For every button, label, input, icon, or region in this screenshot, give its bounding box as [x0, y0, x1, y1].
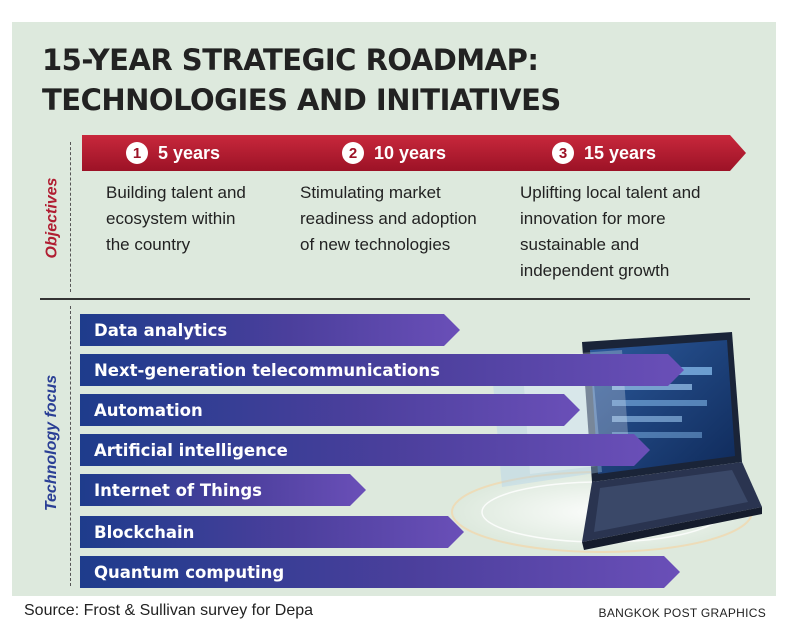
technology-divider — [70, 306, 71, 586]
tech-label: Data analytics — [94, 320, 228, 340]
title-line-1: 15-YEAR STRATEGIC ROADMAP: — [42, 43, 539, 77]
objective-1-period: 5 years — [158, 142, 221, 163]
objectives-divider — [70, 142, 71, 292]
tech-label: Automation — [94, 400, 203, 420]
tech-bar-quantum-computing: Quantum computing — [80, 556, 680, 588]
tech-bar-automation: Automation — [80, 394, 580, 426]
page-title: 15-YEAR STRATEGIC ROADMAP: TECHNOLOGIES … — [42, 40, 561, 120]
technology-label-text: Technology focus — [43, 374, 60, 512]
objective-1-line: Building talent and — [106, 183, 246, 202]
technology-section-label: Technology focus — [40, 318, 64, 568]
objective-1-line: ecosystem within — [106, 209, 236, 228]
objective-1-description: Building talent and ecosystem within the… — [106, 180, 246, 258]
objective-3-line: independent growth — [520, 261, 670, 280]
tech-label: Internet of Things — [94, 480, 262, 500]
objective-3-period: 15 years — [584, 142, 657, 163]
objective-2-banner: 2 10 years — [286, 135, 508, 171]
tech-bar-internet-of-things: Internet of Things — [80, 474, 366, 506]
section-divider — [40, 298, 750, 300]
title-line-2: TECHNOLOGIES AND INITIATIVES — [42, 83, 561, 117]
objective-3-line: innovation for more — [520, 209, 666, 228]
tech-label: Quantum computing — [94, 562, 285, 582]
objective-2-number: 2 — [342, 142, 364, 164]
tech-label: Blockchain — [94, 522, 195, 542]
objective-1-banner: 1 5 years — [82, 135, 304, 171]
graphics-credit: BANGKOK POST GRAPHICS — [598, 606, 766, 620]
objective-2-line: readiness and adoption — [300, 209, 477, 228]
objective-2-period: 10 years — [374, 142, 447, 163]
tech-label: Next-generation telecommunications — [94, 360, 440, 380]
infographic-panel: 15-YEAR STRATEGIC ROADMAP: TECHNOLOGIES … — [12, 22, 776, 596]
objective-2-line: of new technologies — [300, 235, 451, 254]
objective-3-number: 3 — [552, 142, 574, 164]
tech-bar-next-generation-telecommunications: Next-generation telecommunications — [80, 354, 684, 386]
objective-1-line: the country — [106, 235, 191, 254]
objective-2-description: Stimulating market readiness and adoptio… — [300, 180, 477, 258]
objective-3-line: sustainable and — [520, 235, 640, 254]
objective-3-line: Uplifting local talent and — [520, 183, 701, 202]
tech-bar-data-analytics: Data analytics — [80, 314, 460, 346]
tech-bar-blockchain: Blockchain — [80, 516, 464, 548]
tech-label: Artificial intelligence — [94, 440, 288, 460]
objective-3-description: Uplifting local talent and innovation fo… — [520, 180, 701, 284]
objectives-section-label: Objectives — [40, 148, 64, 288]
objective-1-number: 1 — [126, 142, 148, 164]
objective-3-banner: 3 15 years — [490, 135, 746, 171]
objective-2-line: Stimulating market — [300, 183, 441, 202]
objectives-label-text: Objectives — [43, 177, 60, 259]
source-note: Source: Frost & Sullivan survey for Depa — [24, 602, 314, 619]
tech-bar-artificial-intelligence: Artificial intelligence — [80, 434, 650, 466]
